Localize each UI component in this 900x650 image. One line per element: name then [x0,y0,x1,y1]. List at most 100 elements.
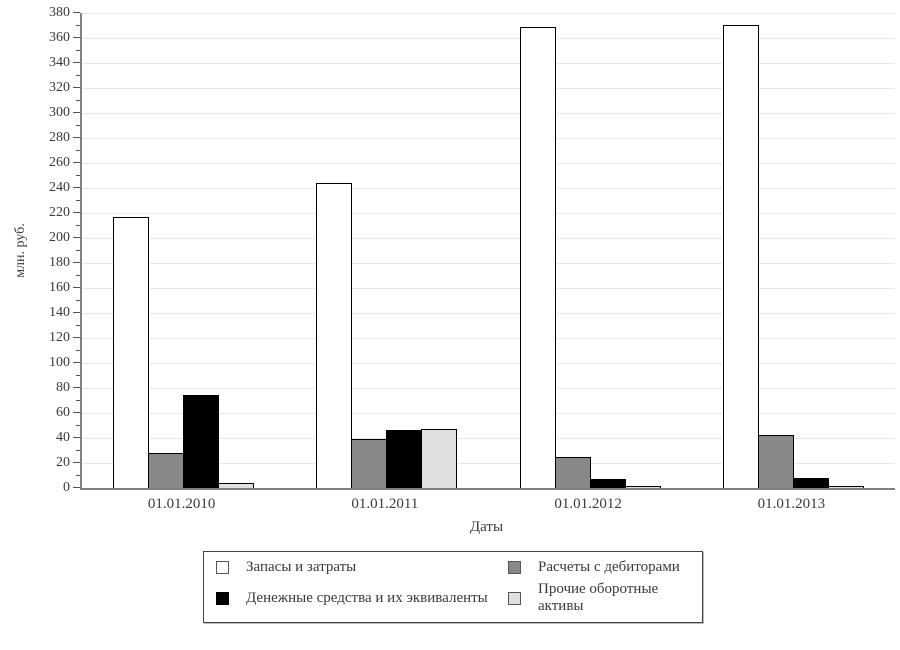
bar [183,395,220,488]
y-tick [76,274,80,276]
y-tick [73,62,80,63]
y-tick-label: 20 [56,455,70,470]
y-tick-label: 240 [49,180,70,195]
y-gridline [82,388,895,389]
y-tick [76,474,80,476]
y-tick-label: 260 [49,155,70,170]
y-tick [73,12,80,13]
bar [624,486,661,488]
legend-item-label: Прочие оборотные активы [538,581,659,614]
y-tick-label: 180 [49,255,70,270]
x-category-label: 01.01.2010 [147,496,216,512]
y-tick [76,199,80,201]
y-tick [76,424,80,426]
bar [421,429,458,488]
y-gridline [82,413,895,414]
y-gridline [82,88,895,89]
plot-area [73,12,895,490]
bar [554,457,591,488]
y-tick [73,87,80,88]
y-tick [76,149,80,151]
y-tick-label: 320 [49,80,70,95]
y-tick [73,212,80,213]
y-gridline [82,138,895,139]
x-category-label: 01.01.2011 [351,496,419,512]
bar [589,479,626,488]
y-tick [73,162,80,163]
y-tick-label: 300 [49,105,70,120]
x-category-label: 01.01.2012 [554,496,622,512]
y-gridline [82,163,895,164]
legend-item: Прочие оборотные активы [508,581,690,615]
bar [519,27,556,488]
y-gridline [82,38,895,39]
y-gridline [82,63,895,64]
y-tick [73,37,80,38]
y-gridline [82,288,895,289]
y-tick-label: 140 [49,305,70,320]
bar [792,478,829,488]
y-gridline [82,213,895,214]
y-tick-label: 60 [56,405,70,420]
legend-item: Запасы и затраты [216,559,508,576]
y-tick [76,324,80,326]
bar [757,435,794,488]
y-gridline [82,13,895,14]
y-tick-label: 360 [49,30,70,45]
bar-group [82,217,285,488]
legend-item-label: Запасы и затраты [246,559,357,575]
y-tick [73,112,80,113]
bar [386,430,423,488]
y-tick [76,49,80,51]
legend-item-label: Расчеты с дебиторами [538,559,680,575]
x-category-label: 01.01.2013 [757,496,826,512]
bar [148,453,185,488]
y-tick [76,249,80,251]
bar [113,217,150,488]
y-tick-label: 280 [49,130,70,145]
y-tick-label: 340 [49,55,70,70]
y-tick-label: 40 [56,430,70,445]
legend-swatch [508,561,521,574]
y-tick-label: 80 [56,380,70,395]
bar [316,183,353,488]
y-tick [73,412,80,413]
y-gridline [82,463,895,464]
y-tick [76,224,80,226]
y-gridline [82,188,895,189]
bar [827,486,864,488]
y-gridline [82,438,895,439]
bar-group [692,25,895,488]
y-tick [73,262,80,263]
y-tick [73,187,80,188]
y-tick [76,174,80,176]
y-gridline [82,238,895,239]
y-gridline [82,313,895,314]
y-tick [73,287,80,288]
y-tick-label: 160 [49,280,70,295]
y-gridline [82,338,895,339]
y-tick [76,74,80,76]
x-axis-title: Даты [469,519,504,535]
y-gridline [82,363,895,364]
y-tick-label: 120 [49,330,70,345]
y-tick [76,399,80,401]
bar [351,439,388,488]
y-tick [73,362,80,363]
y-tick [73,462,80,463]
y-tick [73,337,80,338]
y-tick-label: 220 [49,205,70,220]
y-gridline [82,113,895,114]
y-tick [76,449,80,451]
y-tick-label: 100 [49,355,70,370]
bar [218,483,255,488]
y-gridline [82,263,895,264]
y-tick [73,137,80,138]
y-tick [76,349,80,351]
legend: Запасы и затраты Расчеты с дебиторами Дене… [203,551,703,623]
y-tick [73,312,80,313]
y-tick [73,487,80,488]
bar [722,25,759,488]
y-tick [73,437,80,438]
